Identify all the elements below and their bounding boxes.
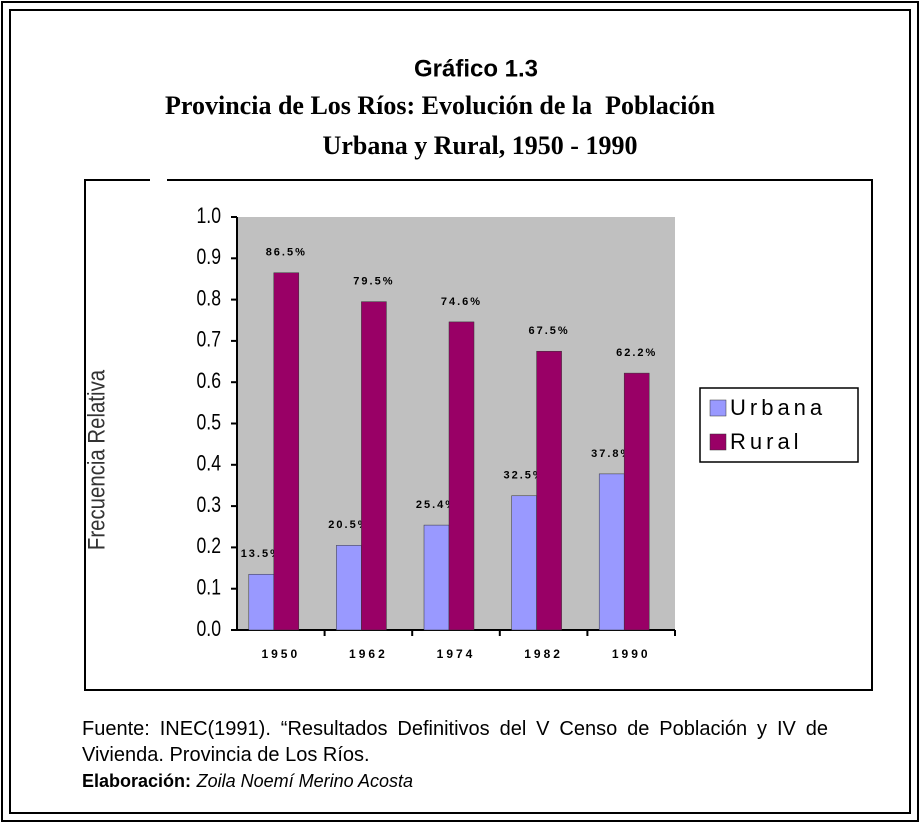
inner-frame (9, 9, 911, 814)
y-tick-label: 0.9 (197, 245, 221, 269)
footer: Fuente: INEC(1991). “Resultados Definiti… (82, 716, 828, 794)
bar (248, 573, 275, 631)
y-tick-label: 0.8 (197, 287, 221, 311)
bar (423, 524, 450, 631)
data-label: 67.5% (528, 325, 569, 337)
bar (598, 473, 625, 631)
legend-box (699, 387, 859, 463)
x-tick-label: 1974 (437, 647, 476, 661)
credit-line: Elaboración: Zoila Noemí Merino Acosta (82, 768, 828, 794)
x-tick-label: 1962 (349, 647, 388, 661)
title: Provincia de Los Ríos: Evolución de la P… (165, 91, 715, 120)
data-label: 32.5% (503, 470, 544, 482)
y-axis-label: Frecuencia Relativa (83, 369, 110, 550)
legend-swatch (709, 433, 727, 451)
legend-label: Urbana (730, 395, 826, 420)
bar (536, 350, 562, 631)
bar (361, 301, 387, 631)
y-tick-label: 0.5 (197, 411, 221, 435)
y-tick-label: 1.0 (197, 204, 221, 228)
bar (623, 372, 650, 631)
data-label: 25.4% (416, 499, 457, 511)
y-tick-label: 0.0 (197, 617, 221, 641)
bar (273, 272, 300, 631)
credit-label: Elaboración: (82, 771, 192, 791)
y-tick-label: 0.7 (197, 328, 221, 352)
data-label: 62.2% (616, 347, 657, 359)
source: Fuente: INEC(1991). “Resultados Definiti… (82, 718, 828, 766)
y-tick-label: 0.2 (197, 534, 221, 558)
y-tick-label: 0.3 (197, 493, 221, 517)
x-tick-label: 1982 (524, 647, 563, 661)
x-tick-label: 1950 (261, 647, 300, 661)
data-label: 74.6% (441, 296, 482, 308)
title: Urbana y Rural, 1950 - 1990 (323, 131, 638, 160)
legend-swatch (709, 399, 727, 417)
data-label: 79.5% (353, 276, 394, 288)
legend: Urbana Rural (699, 387, 859, 463)
y-tick-label: 0.6 (197, 369, 221, 393)
chart-frame (84, 179, 873, 691)
bar (448, 321, 475, 631)
legend-label: Rural (730, 429, 803, 454)
y-tick-label: 0.1 (197, 576, 221, 600)
bar (511, 495, 537, 631)
x-tick-label: 1990 (612, 647, 651, 661)
data-label: 37.8% (591, 448, 632, 460)
data-label: 13.5% (241, 548, 282, 560)
data-label: 20.5% (328, 519, 369, 531)
data-label: 86.5% (266, 247, 307, 259)
credit: Zoila Noemí Merino Acosta (196, 771, 414, 791)
y-tick-label: 0.4 (197, 452, 221, 476)
chart: 0.0 0.1 0.2 0.3 0.4 0.5 0.6 0.7 0.8 0.9 1.0 Frecuen… (83, 204, 859, 661)
figure-label: Gráfico 1.3 (414, 55, 538, 82)
bar (336, 545, 362, 631)
